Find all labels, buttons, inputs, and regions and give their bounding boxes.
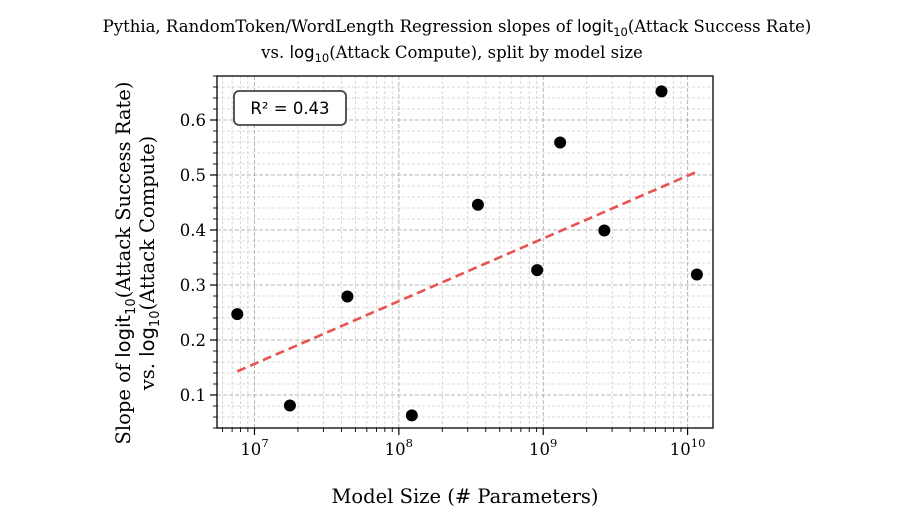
data-point bbox=[471, 198, 484, 211]
y-tick-labels: 0.1 0.2 0.3 0.4 0.5 0.6 bbox=[180, 111, 206, 405]
y-tick-label: 0.5 bbox=[180, 166, 206, 185]
x-tick-label: 108 bbox=[385, 436, 413, 459]
data-point bbox=[341, 290, 354, 303]
y-tick-label: 0.4 bbox=[180, 221, 206, 240]
data-points bbox=[231, 85, 703, 422]
r2-annotation: R² = 0.43 bbox=[233, 90, 347, 126]
axis-ticks bbox=[210, 75, 689, 435]
y-axis-label-line1: Slope of logit10(Attack Success Rate) bbox=[112, 82, 139, 445]
y-axis-label-line2: vs. log10(Attack Compute) bbox=[136, 136, 163, 391]
major-gridlines bbox=[217, 76, 713, 428]
data-point bbox=[405, 409, 418, 422]
data-point bbox=[598, 224, 611, 237]
y-tick-label: 0.6 bbox=[180, 111, 206, 130]
data-point bbox=[655, 85, 668, 98]
chart-title-line2: vs. log10(Attack Compute), split by mode… bbox=[260, 43, 643, 65]
x-tick-label: 1010 bbox=[670, 436, 706, 459]
y-tick-label: 0.3 bbox=[180, 276, 206, 295]
minor-gridlines bbox=[217, 75, 713, 429]
x-tick-label: 107 bbox=[240, 436, 268, 459]
y-tick-label: 0.1 bbox=[180, 386, 206, 405]
r2-label: R² = 0.43 bbox=[250, 99, 329, 118]
x-tick-labels: 107 108 109 1010 bbox=[240, 436, 705, 459]
data-point bbox=[531, 264, 544, 277]
data-point bbox=[554, 136, 567, 149]
regression-line bbox=[236, 170, 698, 373]
x-axis-label: Model Size (# Parameters) bbox=[331, 485, 598, 508]
r2-box bbox=[233, 90, 347, 126]
data-point bbox=[690, 268, 703, 281]
data-point bbox=[231, 308, 244, 321]
x-tick-label: 109 bbox=[529, 436, 557, 459]
regression-fit bbox=[236, 170, 698, 373]
y-tick-label: 0.2 bbox=[180, 331, 206, 350]
chart-title-line1: Pythia, RandomToken/WordLength Regressio… bbox=[103, 17, 812, 39]
data-point bbox=[283, 399, 296, 412]
